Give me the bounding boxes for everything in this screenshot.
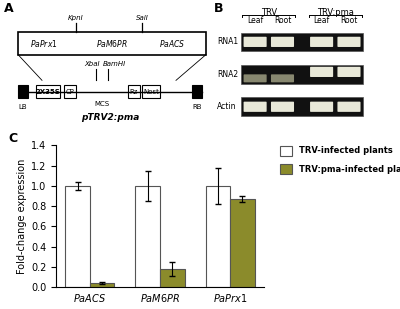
FancyBboxPatch shape xyxy=(244,74,267,82)
FancyBboxPatch shape xyxy=(338,67,360,77)
Text: $\it{PaPrx1}$: $\it{PaPrx1}$ xyxy=(30,38,58,49)
Text: Root: Root xyxy=(274,16,291,25)
Bar xyxy=(128,86,140,98)
Bar xyxy=(242,32,363,51)
FancyBboxPatch shape xyxy=(310,102,333,112)
FancyBboxPatch shape xyxy=(271,102,294,112)
Text: B: B xyxy=(214,2,224,15)
Text: 2X35S: 2X35S xyxy=(36,89,60,95)
Bar xyxy=(136,186,160,287)
Text: Actin: Actin xyxy=(217,102,236,111)
FancyBboxPatch shape xyxy=(338,102,360,112)
Text: LB: LB xyxy=(19,104,27,110)
Text: Leaf: Leaf xyxy=(314,16,330,25)
FancyBboxPatch shape xyxy=(338,37,360,47)
Text: C: C xyxy=(8,132,17,145)
Text: MCS: MCS xyxy=(94,101,110,107)
Bar xyxy=(18,32,206,55)
Text: RB: RB xyxy=(192,104,202,110)
Text: BamHI: BamHI xyxy=(102,61,126,67)
Text: $\it{PaM6PR}$: $\it{PaM6PR}$ xyxy=(96,38,128,49)
Bar xyxy=(206,186,230,287)
Bar xyxy=(142,86,160,98)
Bar xyxy=(18,86,28,98)
FancyBboxPatch shape xyxy=(310,37,333,47)
Text: Nost: Nost xyxy=(143,89,159,95)
Y-axis label: Fold-change expression: Fold-change expression xyxy=(17,159,27,274)
Text: Leaf: Leaf xyxy=(247,16,263,25)
Bar xyxy=(36,86,60,98)
Bar xyxy=(230,199,254,287)
Bar xyxy=(242,65,363,84)
Text: RNA1: RNA1 xyxy=(217,37,238,46)
Bar xyxy=(160,269,184,287)
Text: TRV:pma: TRV:pma xyxy=(317,8,354,17)
Text: $\it{PaACS}$: $\it{PaACS}$ xyxy=(159,38,185,49)
FancyBboxPatch shape xyxy=(310,67,333,77)
Text: Root: Root xyxy=(340,16,358,25)
Text: SalI: SalI xyxy=(136,15,148,21)
FancyBboxPatch shape xyxy=(271,74,294,82)
Bar xyxy=(192,86,202,98)
Text: XbaI: XbaI xyxy=(84,61,100,67)
Text: RNA2: RNA2 xyxy=(217,70,238,79)
Text: A: A xyxy=(4,2,14,15)
Bar xyxy=(64,86,76,98)
Text: Rz: Rz xyxy=(130,89,138,95)
FancyBboxPatch shape xyxy=(244,37,267,47)
Text: CP: CP xyxy=(66,89,74,95)
Bar xyxy=(66,186,90,287)
Text: KpnI: KpnI xyxy=(68,15,84,21)
FancyBboxPatch shape xyxy=(244,102,267,112)
Legend: TRV-infected plants, TRV:pma-infected plants: TRV-infected plants, TRV:pma-infected pl… xyxy=(276,142,400,178)
Text: TRV: TRV xyxy=(261,8,277,17)
FancyBboxPatch shape xyxy=(271,37,294,47)
Bar xyxy=(242,97,363,116)
Bar xyxy=(90,283,114,287)
Text: pTRV2:pma: pTRV2:pma xyxy=(81,113,139,122)
